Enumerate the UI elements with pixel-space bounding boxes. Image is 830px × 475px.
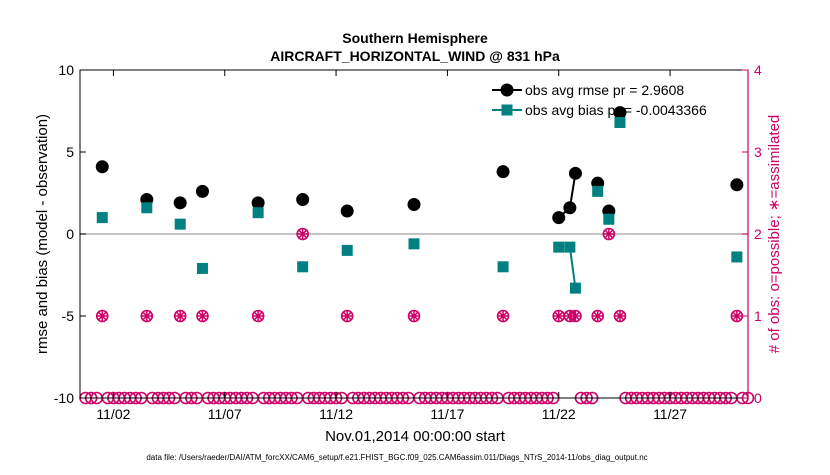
series-possible-point — [613, 309, 627, 323]
series-bias-point — [497, 261, 509, 273]
series-assimilated-point — [342, 311, 353, 321]
y2-tick-label: 0 — [754, 390, 762, 406]
series-possible-point — [496, 309, 510, 323]
series-bias-point — [569, 282, 581, 294]
series-bias-point — [564, 241, 576, 253]
series-rmse-point — [568, 166, 582, 180]
series-bias-point — [174, 218, 186, 230]
series-bias-point — [592, 185, 604, 197]
x-tick-label: 11/12 — [319, 406, 353, 422]
series-assimilated-point — [614, 311, 625, 321]
series-assimilated-point — [570, 311, 581, 321]
series-possible-point — [602, 227, 616, 241]
series-possible-point — [340, 309, 354, 323]
series-bias-point — [96, 212, 108, 224]
series-assimilated-point — [197, 311, 208, 321]
series-assimilated-point — [603, 229, 614, 239]
series-assimilated-point — [409, 311, 419, 321]
y2-tick-label: 2 — [754, 226, 762, 242]
series-rmse-point — [195, 184, 209, 198]
chart-title: Southern Hemisphere — [342, 30, 488, 46]
series-rmse-point — [563, 201, 577, 215]
series-bias-point — [297, 261, 309, 273]
series-rmse-point — [407, 197, 421, 211]
data-file-footer: data file: /Users/raeder/DAI/ATM_forcXX/… — [146, 453, 647, 462]
x-axis-label: Nov.01,2014 00:00:00 start — [325, 428, 506, 445]
x-tick-label: 11/02 — [96, 406, 130, 422]
series-assimilated-point — [175, 311, 186, 321]
series-assimilated-point — [297, 229, 308, 239]
y-tick-label: 5 — [66, 144, 74, 160]
series-rmse-point — [496, 165, 510, 179]
series-assimilated-point — [498, 311, 509, 321]
series-bias-point — [252, 207, 264, 219]
series-bias-point — [408, 238, 420, 250]
series-bias-point — [141, 202, 153, 214]
y2-tick-label: 1 — [754, 308, 762, 324]
series-bias-point — [553, 241, 565, 253]
y-tick-label: -5 — [62, 308, 75, 324]
series-possible-point — [407, 309, 421, 323]
series-rmse-point — [730, 178, 744, 192]
series-bias-point — [614, 116, 626, 128]
x-tick-label: 11/22 — [542, 406, 576, 422]
legend-rmse-label: obs avg rmse pr = 2.9608 — [525, 82, 684, 98]
y2-tick-label: 3 — [754, 144, 762, 160]
series-possible-point — [296, 227, 309, 241]
series-possible-point — [140, 309, 154, 323]
legend-bias-label: obs avg bias pr = -0.0043366 — [525, 102, 707, 118]
series-possible-point — [591, 309, 605, 323]
series-assimilated-point — [141, 311, 152, 321]
y2-tick-label: 4 — [754, 62, 762, 78]
series-assimilated-point — [731, 311, 742, 321]
x-tick-label: 11/27 — [653, 406, 687, 422]
series-bias-point — [196, 262, 208, 274]
series-bias-point — [603, 213, 615, 225]
series-rmse-point — [95, 160, 109, 174]
y-tick-label: 0 — [66, 226, 74, 242]
series-assimilated-point — [97, 311, 108, 321]
series-possible-point — [251, 309, 265, 323]
series-assimilated-point — [592, 311, 603, 321]
x-tick-label: 11/17 — [430, 406, 464, 422]
series-bias-line — [568, 246, 577, 289]
chart-subtitle: AIRCRAFT_HORIZONTAL_WIND @ 831 hPa — [270, 48, 560, 64]
series-bias-point — [731, 251, 743, 263]
series-assimilated-point — [553, 311, 564, 321]
y-axis-label: rmse and bias (model - observation) — [34, 114, 51, 354]
legend-bias-marker — [501, 104, 513, 116]
series-rmse-point — [552, 211, 566, 225]
series-possible-point — [196, 309, 209, 323]
series-rmse-point — [173, 196, 187, 210]
series-rmse-point — [251, 196, 265, 210]
series-possible-point — [173, 309, 187, 323]
series-rmse-point — [340, 204, 354, 218]
series-rmse-point — [296, 193, 310, 207]
y2-axis-label: # of obs: o=possible; ∗=assimilated — [766, 115, 783, 354]
series-bias-point — [341, 244, 353, 256]
y-tick-label: -10 — [54, 390, 74, 406]
legend-rmse-marker — [500, 83, 514, 97]
x-tick-label: 11/07 — [208, 406, 242, 422]
series-possible-point — [95, 309, 109, 323]
y-tick-label: 10 — [58, 62, 74, 78]
series-assimilated-point — [253, 311, 264, 321]
legend: obs avg rmse pr = 2.9608 obs avg bias pr … — [492, 82, 707, 118]
